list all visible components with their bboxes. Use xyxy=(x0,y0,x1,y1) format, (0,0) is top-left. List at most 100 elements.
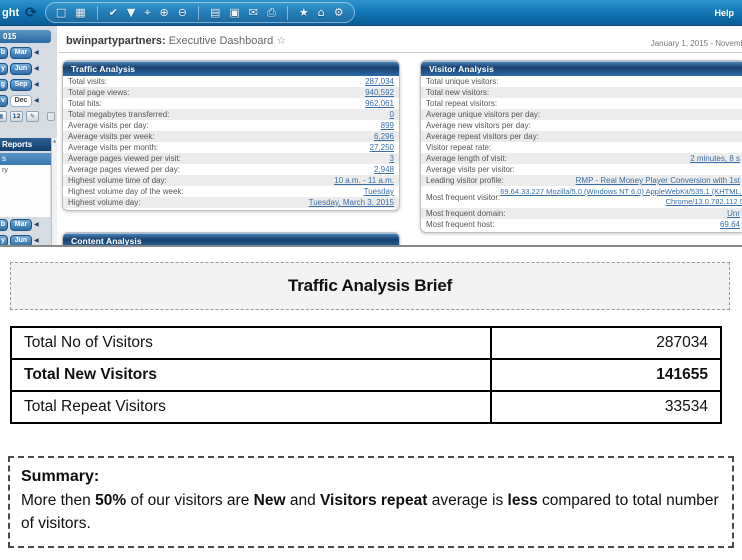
metric-row: Total megabytes transferred: 0 xyxy=(63,109,399,120)
refresh-icon[interactable]: ⟳ xyxy=(25,4,37,21)
month-button-mar[interactable]: Mar xyxy=(10,218,32,231)
metric-value-link[interactable]: 962,061 xyxy=(365,99,394,108)
home-icon[interactable]: ⌂ xyxy=(317,5,325,19)
metric-value-link[interactable]: 6,296 xyxy=(373,132,394,141)
metric-row: Average length of visit: 2 minutes, 8 s xyxy=(421,153,742,164)
month-row: b Mar ◀ xyxy=(0,46,39,59)
header-divider xyxy=(59,52,742,53)
metric-row: Average unique visitors per day: xyxy=(421,109,742,120)
metric-row: Average visits per month: 27,250 xyxy=(63,142,399,153)
zoom-in-icon[interactable]: ⊕ xyxy=(159,5,169,19)
metric-value-link[interactable]: RMP - Real Money Player Conversion with … xyxy=(575,176,740,185)
graph-options-icon[interactable]: ✔ xyxy=(108,5,118,19)
metric-label: Leading visitor profile: xyxy=(426,176,504,185)
metric-value-link[interactable]: 69.64.33.227 Mozilla/5.0 (Windows NT 6.0… xyxy=(500,187,742,206)
metric-value-link[interactable]: 940,592 xyxy=(365,88,394,97)
traffic-analysis-panel: Traffic Analysis Total visits: 287,034 Tot… xyxy=(62,60,400,211)
metric-value-link[interactable]: 10 a.m. - 11 a.m. xyxy=(334,176,394,185)
metric-value-link[interactable]: 287,034 xyxy=(365,77,394,86)
metric-label: Total visits: xyxy=(68,77,108,86)
metric-label: Average new visitors per day: xyxy=(426,121,531,130)
report-item[interactable]: ry xyxy=(2,167,8,174)
month-button-dec[interactable]: Dec xyxy=(10,94,32,107)
metric-label: Total repeat visitors: xyxy=(426,99,498,108)
metric-value-link[interactable]: 27,250 xyxy=(369,143,394,152)
brief-table: Total No of Visitors 287034 Total New Visi… xyxy=(10,326,722,424)
pin-icon[interactable]: ⌖ xyxy=(144,5,151,19)
month-row-arrow-icon[interactable]: ◀ xyxy=(34,81,39,88)
table-row: Total New Visitors 141655 xyxy=(10,358,722,392)
metric-label: Average pages viewed per visit: xyxy=(68,154,181,163)
marquee-select-icon[interactable]: □ xyxy=(55,5,67,19)
metric-value-link[interactable]: 2,948 xyxy=(373,165,394,174)
month-button-jun[interactable]: Jun xyxy=(10,234,32,245)
month-row-arrow-icon[interactable]: ◀ xyxy=(34,49,39,56)
month-row-arrow-icon[interactable]: ◀ xyxy=(34,237,39,244)
metric-row: Highest volume day of the week: Tuesday xyxy=(63,186,399,197)
metric-value-link[interactable]: 69.64 xyxy=(719,220,740,229)
filter-icon[interactable]: ▼ xyxy=(126,5,136,19)
zoom-out-icon[interactable]: ⊖ xyxy=(177,5,187,19)
month-button-partial[interactable]: v xyxy=(0,94,8,107)
export-report-icon[interactable]: ▤ xyxy=(209,5,221,19)
date-range[interactable]: January 1, 2015 - Novemb xyxy=(650,39,742,48)
table-cell-value: 141655 xyxy=(490,358,722,392)
metric-value-link[interactable]: Tuesday xyxy=(363,187,394,196)
calendar-edit-icon[interactable]: ✎ xyxy=(26,111,39,122)
year-header: 015 xyxy=(0,30,51,43)
traffic-panel-title: Traffic Analysis xyxy=(63,61,399,76)
favorite-star-icon[interactable]: ☆ xyxy=(276,34,287,47)
metric-value-link[interactable]: Tuesday, March 3, 2015 xyxy=(308,198,394,207)
month-button-mar[interactable]: Mar xyxy=(10,46,32,59)
metric-value-link[interactable]: 0 xyxy=(389,110,394,119)
metric-value-link[interactable]: 899 xyxy=(380,121,394,130)
month-row-arrow-icon[interactable]: ◀ xyxy=(34,97,39,104)
metric-value-link[interactable]: Unr xyxy=(727,209,740,218)
metric-value-link[interactable]: 2 minutes, 8 s xyxy=(690,154,740,163)
help-link[interactable]: Help xyxy=(714,7,734,18)
metric-label: Average visits per visitor: xyxy=(426,165,515,174)
email-icon[interactable]: ✉ xyxy=(248,5,259,19)
calendar-partial-icon[interactable]: ▦ xyxy=(0,111,7,122)
metric-label: Average unique visitors per day: xyxy=(426,110,541,119)
favorites-icon[interactable]: ★ xyxy=(298,5,309,19)
month-button-partial[interactable]: b xyxy=(0,218,8,231)
toolbar-separator xyxy=(197,5,199,20)
metric-label: Total new visitors: xyxy=(426,88,490,97)
sidebar-scrollbar[interactable]: ▲ xyxy=(51,138,57,245)
content-panel-title: Content Analysis xyxy=(63,233,399,245)
month-row-arrow-icon[interactable]: ◀ xyxy=(34,221,39,228)
brief-title: Traffic Analysis Brief xyxy=(287,276,453,295)
save-icon[interactable]: ▣ xyxy=(229,5,240,19)
calendar-12-icon[interactable]: 12 xyxy=(10,111,23,122)
toolbar: ght ⟳ □ ▦ ✔ ▼ ⌖ ⊕ ⊖ ▤ ▣ ✉ ⎙ ★ ⌂ ⚙ Help xyxy=(0,0,742,26)
report-table-icon[interactable]: ▦ xyxy=(75,5,86,19)
dashboard-title: Executive Dashboard xyxy=(168,35,274,47)
dashboard-screenshot: ght ⟳ □ ▦ ✔ ▼ ⌖ ⊕ ⊖ ▤ ▣ ✉ ⎙ ★ ⌂ ⚙ Help 015 b Mar ◀ y Jun ◀… xyxy=(0,0,742,247)
month-row: y Jun ◀ xyxy=(0,62,39,75)
month-row-arrow-icon[interactable]: ◀ xyxy=(34,65,39,72)
print-icon[interactable]: ⎙ xyxy=(267,5,276,19)
month-button-partial[interactable]: y xyxy=(0,234,8,245)
summary-box: Summary: More then 50% of our visitors a… xyxy=(8,456,734,548)
month-row: g Sep ◀ xyxy=(0,78,39,91)
metric-row: Highest volume day: Tuesday, March 3, 201… xyxy=(63,197,399,208)
month-button-jun[interactable]: Jun xyxy=(10,62,32,75)
sidebar-collapse-button[interactable] xyxy=(47,112,55,121)
settings-icon[interactable]: ⚙ xyxy=(333,5,344,19)
month-button-partial[interactable]: y xyxy=(0,62,8,75)
metric-row: Average pages viewed per visit: 3 xyxy=(63,153,399,164)
toolbar-separator xyxy=(96,5,98,20)
metric-value-link[interactable]: 3 xyxy=(389,154,394,163)
metric-row: Total visits: 287,034 xyxy=(63,76,399,87)
metric-label: Average visits per month: xyxy=(68,143,159,152)
metric-label: Average length of visit: xyxy=(426,154,507,163)
month-button-partial[interactable]: g xyxy=(0,78,8,91)
table-row: Total Repeat Visitors 33534 xyxy=(10,390,722,424)
visitor-panel-title: Visitor Analysis xyxy=(421,61,742,76)
month-button-partial[interactable]: b xyxy=(0,46,8,59)
selected-report-item[interactable]: s xyxy=(0,153,51,165)
metric-label: Total unique visitors: xyxy=(426,77,499,86)
visitor-panel-rows: Total unique visitors: Total new visitors… xyxy=(421,76,742,232)
month-button-sep[interactable]: Sep xyxy=(10,78,32,91)
